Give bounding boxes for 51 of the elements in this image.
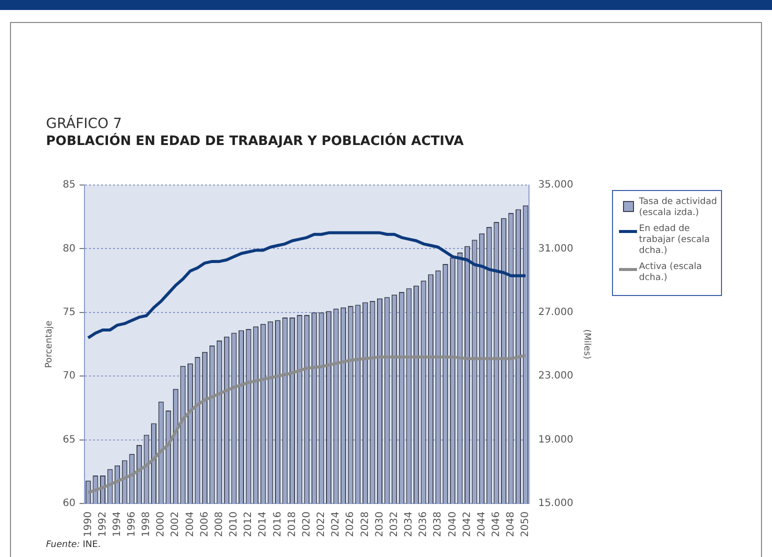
source-note: Fuente: INE. [46, 540, 101, 550]
x-tick-label: 2004 [184, 512, 196, 538]
x-tick-label: 1998 [141, 512, 152, 538]
y-tick-label: 60 [62, 498, 76, 510]
x-tick-label: 2012 [243, 512, 254, 538]
x-tick-label: 2046 [491, 512, 502, 538]
x-tick-label: 2034 [404, 512, 415, 538]
x-tick-label: 2000 [156, 512, 167, 538]
x-tick-label: 2050 [520, 512, 532, 538]
chart-title: GRÁFICO 7 [46, 116, 122, 132]
x-tick-label: 1990 [82, 512, 94, 538]
x-tick-label: 2002 [170, 512, 182, 538]
x-tick-label: 2008 [214, 512, 225, 538]
legend-label: Activa (escala dcha.) [639, 262, 703, 284]
x-tick-label: 1996 [126, 512, 138, 538]
x-tick-label: 2026 [345, 512, 356, 538]
y-tick-label: 85 [62, 180, 76, 191]
x-tick-label: 2040 [447, 512, 458, 538]
x-tick-label: 2048 [506, 512, 517, 538]
y2-tick-label: 27.000 [538, 307, 574, 318]
legend-label: En edad de trabajar (escala dcha.) [639, 224, 711, 257]
x-tick-label: 2038 [432, 512, 444, 538]
y2-tick-label: 35.000 [538, 180, 574, 191]
y2-axis-title: (Miles) [581, 329, 592, 360]
y2-tick-label: 15.000 [538, 498, 574, 510]
y-axis-title: Porcentaje [44, 320, 55, 368]
x-tick-label: 2014 [258, 512, 269, 538]
chart-subtitle: POBLACIÓN EN EDAD DE TRABAJAR Y POBLACIÓN ACTIVA [46, 134, 464, 149]
legend-label: Tasa de actividad (escala izda.) [639, 197, 717, 219]
x-tick-label: 2042 [462, 512, 473, 538]
y-tick-label: 70 [62, 370, 76, 382]
x-tick-label: 2028 [360, 512, 371, 538]
x-tick-label: 2020 [301, 512, 312, 538]
y2-tick-label: 19.000 [538, 434, 574, 446]
x-tick-label: 2018 [286, 512, 298, 538]
x-tick-label: 2010 [228, 512, 240, 538]
y2-tick-label: 31.000 [538, 243, 574, 254]
x-tick-label: 2006 [199, 512, 210, 538]
x-tick-label: 2032 [388, 512, 400, 538]
y-tick-label: 80 [62, 243, 76, 254]
x-tick-label: 1992 [97, 512, 108, 538]
y-tick-label: 75 [62, 307, 76, 318]
y2-tick-label: 23.000 [538, 370, 574, 382]
x-tick-label: 2022 [316, 512, 328, 538]
x-tick-label: 2036 [418, 512, 430, 538]
x-tick-label: 2024 [330, 512, 342, 538]
y-tick-label: 65 [62, 434, 76, 446]
x-tick-label: 1994 [112, 512, 123, 538]
x-tick-label: 2030 [374, 512, 386, 538]
x-tick-label: 2016 [272, 512, 284, 538]
x-tick-label: 2044 [476, 512, 488, 538]
